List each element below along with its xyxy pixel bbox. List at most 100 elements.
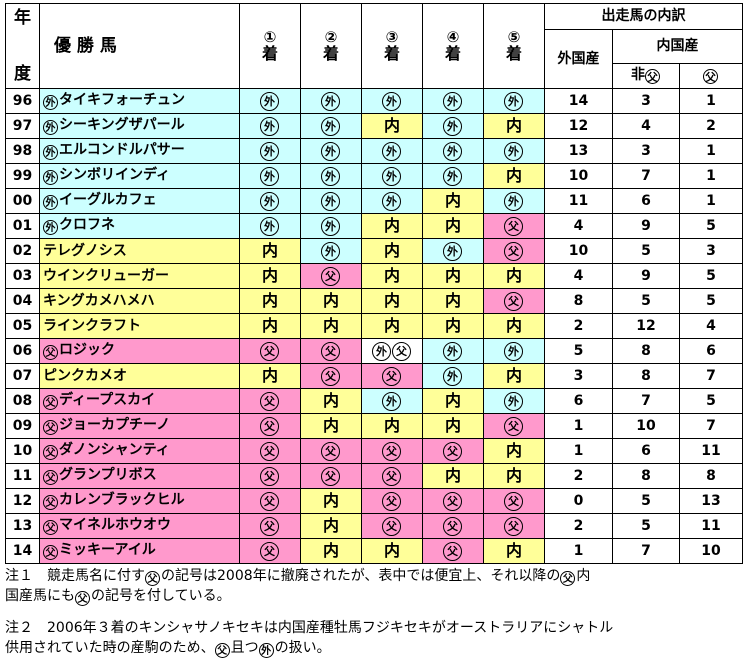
foreign-count-cell: 14	[544, 88, 613, 114]
footnotes: 注１ 競走馬名に付す父の記号は2008年に撤廃されたが、表中では便宜上、それ以降…	[5, 566, 743, 658]
winner-name: テレグノシス	[43, 242, 127, 259]
non-count-cell: 10	[612, 413, 680, 439]
place-4-cell: 外	[422, 363, 484, 389]
year-cell: 02	[5, 238, 40, 264]
place-2-cell: 内	[300, 288, 362, 314]
place-4-cell: 内	[422, 263, 484, 289]
place-5-cell: 外	[483, 338, 545, 364]
place-5-cell: 内	[483, 363, 545, 389]
table-row: 02 テレグノシス 内 外 内 外 父 10 5 3	[5, 238, 743, 264]
non-count-cell: 7	[612, 388, 680, 414]
year-cell: 05	[5, 313, 40, 339]
table-row: 11 父グランプリボス父父父内内 2 8 8	[5, 463, 743, 489]
non-count-cell: 6	[612, 438, 680, 464]
place-2-cell: 父	[300, 363, 362, 389]
place-4-cell: 内	[422, 188, 484, 214]
place-4-cell: 外	[422, 338, 484, 364]
domestic-text: 内	[505, 315, 522, 335]
winner-name-cell: ラインクラフト	[39, 313, 240, 339]
foreign-mark-icon: 外	[504, 341, 523, 361]
foreign-mark-icon: 外	[43, 169, 58, 185]
foreign-mark-icon: 外	[321, 91, 340, 111]
foreign-mark-icon: 外	[443, 116, 462, 136]
chichi-count-cell: 6	[679, 338, 743, 364]
place-1-cell: 内	[239, 313, 301, 339]
place-5-cell: 内	[483, 538, 545, 564]
foreign-mark-icon: 外	[443, 166, 462, 186]
domestic-text: 内	[383, 115, 400, 135]
domestic-text: 内	[505, 165, 522, 185]
chichi-mark-icon: 父	[382, 441, 401, 461]
place-1-cell: 外	[239, 113, 301, 139]
winner-header: 優 勝 馬	[39, 3, 240, 89]
non-count-cell: 6	[612, 188, 680, 214]
foreign-mark-icon: 外	[260, 116, 279, 136]
place-4-cell: 父	[422, 513, 484, 539]
chichi-count-cell: 1	[679, 88, 743, 114]
place-1-cell: 父	[239, 438, 301, 464]
foreign-mark-icon: 外	[382, 191, 401, 211]
foreign-mark-icon: 外	[321, 166, 340, 186]
chichi-count-cell: 13	[679, 488, 743, 514]
winner-name-cell: 父ジョーカプチーノ	[39, 413, 240, 439]
chichi-header: 父	[679, 63, 743, 89]
domestic-text: 内	[261, 240, 278, 260]
year-header-top: 年	[14, 8, 31, 28]
winner-name-cell: 父グランプリボス	[39, 463, 240, 489]
non-count-cell: 5	[612, 288, 680, 314]
winner-name-cell: 父カレンブラックヒル	[39, 488, 240, 514]
table-row: 00 外イーグルカフェ外外外内外 11 6 1	[5, 188, 743, 214]
foreign-mark-icon: 外	[504, 191, 523, 211]
chichi-mark-icon: 父	[504, 491, 523, 511]
year-cell: 12	[5, 488, 40, 514]
chichi-mark-icon: 父	[443, 441, 462, 461]
footnote-1-line-1: 注１ 競走馬名に付す父の記号は2008年に撤廃されたが、表中では便宜上、それ以降…	[5, 568, 591, 586]
table-row: 05 ラインクラフト 内 内 内 内 内 2 12 4	[5, 313, 743, 339]
foreign-mark-icon: 外	[258, 643, 274, 658]
place-5-cell: 父	[483, 213, 545, 239]
foreign-mark-icon: 外	[382, 166, 401, 186]
year-header: 年 度	[5, 3, 40, 89]
chichi-count-cell: 5	[679, 213, 743, 239]
place-1-cell: 外	[239, 163, 301, 189]
place-1-cell: 外	[239, 138, 301, 164]
year-header-bottom: 度	[14, 64, 31, 84]
non-count-cell: 8	[612, 463, 680, 489]
chichi-mark-icon: 父	[321, 466, 340, 486]
domestic-text: 内	[444, 265, 461, 285]
place-2-cell: 父	[300, 338, 362, 364]
winner-name: イーグルカフェ	[59, 191, 157, 208]
foreign-count-cell: 10	[544, 238, 613, 264]
place-3-cell: 外父	[361, 338, 423, 364]
domestic-text: 内	[505, 265, 522, 285]
place-5-cell: 父	[483, 288, 545, 314]
foreign-count-cell: 1	[544, 413, 613, 439]
place-4-cell: 外	[422, 163, 484, 189]
place-2-cell: 外	[300, 138, 362, 164]
place-1-cell: 外	[239, 213, 301, 239]
chichi-mark-icon: 父	[43, 444, 58, 460]
place-1-cell: 父	[239, 463, 301, 489]
non-count-cell: 9	[612, 263, 680, 289]
place-1-cell: 内	[239, 363, 301, 389]
chichi-mark-icon: 父	[43, 344, 58, 360]
place-3-cell: 外	[361, 163, 423, 189]
chichi-count-cell: 3	[679, 238, 743, 264]
foreign-count-cell: 2	[544, 513, 613, 539]
place-4-cell: 父	[422, 538, 484, 564]
winner-name-cell: 父マイネルホウオウ	[39, 513, 240, 539]
foreign-count-cell: 5	[544, 338, 613, 364]
chichi-count-cell: 1	[679, 138, 743, 164]
chichi-mark-icon: 父	[260, 341, 279, 361]
foreign-count-cell: 2	[544, 313, 613, 339]
place-1-cell: 父	[239, 413, 301, 439]
place-1-cell: 父	[239, 338, 301, 364]
foreign-mark-icon: 外	[382, 391, 401, 411]
foreign-mark-icon: 外	[43, 119, 58, 135]
non-count-cell: 7	[612, 163, 680, 189]
place-2-cell: 外	[300, 163, 362, 189]
foreign-count-cell: 3	[544, 363, 613, 389]
chichi-mark-icon: 父	[260, 391, 279, 411]
winner-name: カレンブラックヒル	[59, 491, 185, 508]
year-cell: 96	[5, 88, 40, 114]
